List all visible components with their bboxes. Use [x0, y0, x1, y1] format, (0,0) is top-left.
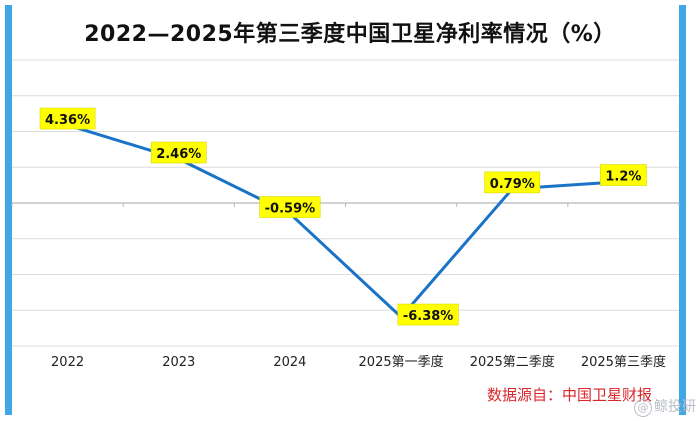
data-label-box: [259, 196, 321, 218]
x-tick-label: 2025第二季度: [470, 354, 555, 370]
x-tick-label: 2025第三季度: [581, 354, 666, 370]
watermark: @ 鲸投研: [634, 396, 696, 417]
data-label: -0.59%: [259, 196, 321, 218]
gridlines: [12, 59, 679, 347]
x-tick-label: 2023: [162, 355, 195, 370]
data-label-text: -0.59%: [265, 202, 316, 217]
x-tick-label: 2024: [273, 355, 306, 370]
data-label: 0.79%: [484, 171, 541, 194]
x-tick-labels: 2022 2023 2024 2025第一季度 2025第二季度 2025第三季度: [51, 354, 666, 370]
data-label-box: [39, 107, 96, 130]
series-net-margin: [66, 123, 625, 319]
x-tick-label: 2025第一季度: [359, 354, 444, 370]
at-icon: @: [634, 399, 652, 417]
data-label: 1.2%: [600, 164, 647, 186]
data-label: -6.38%: [397, 303, 459, 326]
source-note: 数据源自：中国卫星财报: [486, 386, 652, 404]
data-label-box: [600, 164, 647, 186]
data-label-box: [150, 141, 207, 164]
data-label-text: -6.38%: [403, 309, 454, 324]
data-label-box: [397, 303, 459, 326]
data-label-text: 0.79%: [490, 177, 535, 192]
data-label-text: 4.36%: [45, 113, 90, 128]
x-axis: [11, 202, 680, 207]
data-label-box: [484, 171, 541, 194]
data-labels: 4.36% 2.46% -0.59% -6.38% 0.79% 1.2%: [39, 107, 647, 326]
watermark-text: 鲸投研: [654, 399, 696, 415]
chart-frame: [5, 5, 686, 415]
data-label-text: 1.2%: [605, 170, 641, 185]
x-tick-label: 2022: [51, 355, 84, 370]
data-label-text: 2.46%: [156, 147, 201, 162]
data-label: 4.36%: [39, 107, 96, 130]
data-label: 2.46%: [150, 141, 207, 164]
chart-title: 2022—2025年第三季度中国卫星净利率情况（%）: [84, 22, 616, 47]
